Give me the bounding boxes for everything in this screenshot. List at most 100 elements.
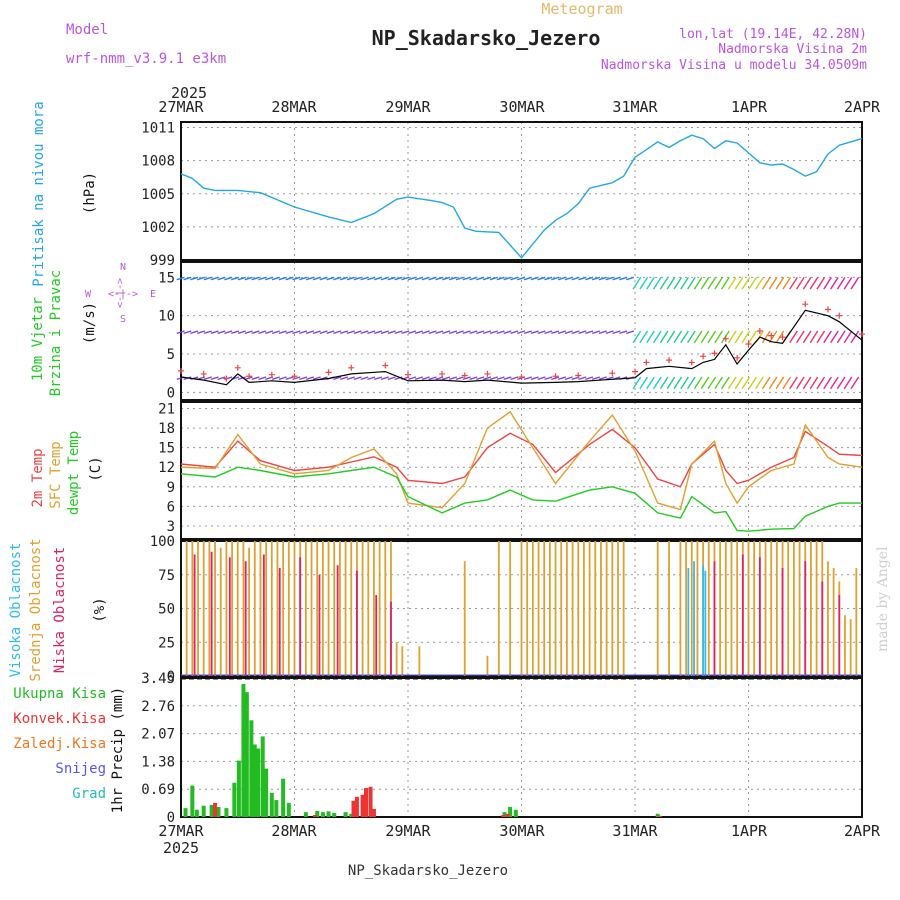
wind-gust-marker bbox=[405, 371, 411, 378]
wind-barb bbox=[210, 376, 219, 381]
y-tick-label: 1011 bbox=[141, 121, 175, 137]
wind-barb bbox=[605, 330, 614, 335]
footer-station: NP_Skadarsko_Jezero bbox=[348, 863, 508, 879]
wind-barb bbox=[435, 376, 444, 381]
wind-barb bbox=[646, 276, 655, 290]
wind-barb bbox=[605, 376, 614, 381]
precip-total-bar bbox=[286, 802, 291, 817]
wind-barb bbox=[795, 330, 805, 344]
wind-barb bbox=[258, 276, 267, 281]
x-tick-bottom: 1APR bbox=[731, 822, 768, 840]
legend-rain-total: Ukupna Kisa bbox=[13, 686, 106, 702]
wind-barb bbox=[700, 376, 710, 390]
wind-barb bbox=[448, 276, 458, 281]
wind-barb bbox=[299, 376, 308, 381]
precip-total-bar bbox=[269, 792, 274, 817]
y-tick-label: 25 bbox=[158, 635, 175, 651]
wind-barb bbox=[850, 330, 860, 344]
wind-barb bbox=[346, 330, 355, 335]
wind-barb bbox=[203, 276, 212, 281]
wind-barb bbox=[537, 276, 546, 281]
wind-barb bbox=[360, 330, 369, 335]
wind-barb bbox=[748, 276, 758, 290]
wind-barb bbox=[285, 276, 294, 281]
wind-gust-marker bbox=[461, 372, 468, 379]
wind-barb bbox=[612, 330, 621, 335]
wind-barb bbox=[591, 376, 601, 381]
y-tick-label: 5 bbox=[167, 347, 175, 363]
wind-barb bbox=[326, 276, 335, 281]
wind-gust-marker bbox=[722, 335, 729, 342]
wind-barb bbox=[741, 276, 751, 290]
precip-convective-bar bbox=[351, 800, 356, 817]
wind-barb bbox=[734, 330, 744, 344]
wind-barb bbox=[578, 330, 587, 335]
model-name: wrf-nmm_v3.9.1 e3km bbox=[66, 51, 226, 67]
wind-barb bbox=[843, 276, 853, 290]
precip-convective-bar bbox=[371, 808, 376, 817]
legend-hail: Grad bbox=[72, 786, 106, 802]
legend-snow: Snijeg bbox=[55, 761, 106, 777]
wind-barb bbox=[210, 330, 219, 335]
compass-s: S bbox=[120, 314, 126, 325]
wind-barb bbox=[448, 330, 458, 335]
wind-barb bbox=[428, 330, 437, 335]
wind-barb bbox=[652, 330, 662, 344]
wind-barb bbox=[190, 276, 199, 281]
cloud-side-label-2: Srednja Oblacnost bbox=[28, 538, 44, 681]
wind-gust-marker bbox=[552, 373, 559, 380]
wind-barb bbox=[734, 276, 744, 290]
wind-side-label-2: Brzina i Pravac bbox=[48, 270, 64, 396]
wind-barb bbox=[551, 276, 560, 281]
compass-e: E bbox=[150, 289, 156, 300]
lonlat-label: lon,lat (19.14E, 42.28N) bbox=[679, 27, 867, 42]
wind-barb bbox=[652, 376, 662, 390]
wind-barb bbox=[823, 330, 832, 344]
wind-unit-label: (m/s) bbox=[82, 302, 98, 344]
wind-barb bbox=[312, 330, 321, 335]
y-tick-label: 50 bbox=[158, 602, 175, 618]
wind-barb bbox=[571, 276, 580, 281]
wind-barb bbox=[564, 330, 573, 335]
wind-barb bbox=[353, 276, 362, 281]
y-tick-label: 75 bbox=[158, 568, 175, 584]
wind-gust-marker bbox=[802, 301, 809, 308]
wind-barb bbox=[496, 376, 505, 381]
precip-total-bar bbox=[320, 812, 325, 817]
y-tick-label: 15 bbox=[158, 441, 175, 457]
compass-horizontal: <-|-> bbox=[108, 289, 138, 300]
wind-barb bbox=[333, 276, 342, 281]
x-tick-top: 27MAR bbox=[158, 98, 204, 116]
wind-barb bbox=[380, 330, 389, 335]
wind-barb bbox=[435, 276, 444, 281]
wind-barb bbox=[421, 330, 430, 335]
wind-gust-marker bbox=[325, 369, 332, 376]
precip-total-bar bbox=[183, 808, 188, 817]
wind-barb bbox=[823, 276, 832, 290]
wind-barb bbox=[666, 276, 676, 290]
wind-barb bbox=[687, 376, 696, 390]
wind-gust-marker bbox=[836, 312, 843, 319]
wind-barb bbox=[251, 330, 260, 335]
cloud-side-label-3: Niska Oblacnost bbox=[52, 547, 68, 673]
wind-barb bbox=[782, 276, 792, 290]
panel-frame bbox=[180, 121, 863, 261]
wind-barb bbox=[469, 276, 478, 281]
wind-barb bbox=[210, 276, 219, 281]
precip-total-bar bbox=[190, 785, 195, 817]
wind-gust-marker bbox=[234, 364, 241, 371]
y-tick-label: 15 bbox=[158, 270, 175, 286]
wind-barb bbox=[646, 376, 655, 390]
wind-barb bbox=[462, 376, 471, 381]
temp-unit-label: (C) bbox=[88, 456, 104, 481]
precip-total-bar bbox=[216, 806, 221, 817]
wind-barb bbox=[802, 330, 812, 344]
wind-gust-marker bbox=[291, 373, 298, 380]
cloud-side-label-1: Visoka Oblacnost bbox=[8, 543, 24, 678]
wind-barb bbox=[693, 376, 703, 390]
wind-barb bbox=[626, 276, 635, 281]
wind-barb bbox=[768, 376, 778, 390]
wind-barb bbox=[530, 276, 539, 281]
wind-barb bbox=[598, 376, 607, 381]
wind-barb bbox=[421, 376, 430, 381]
